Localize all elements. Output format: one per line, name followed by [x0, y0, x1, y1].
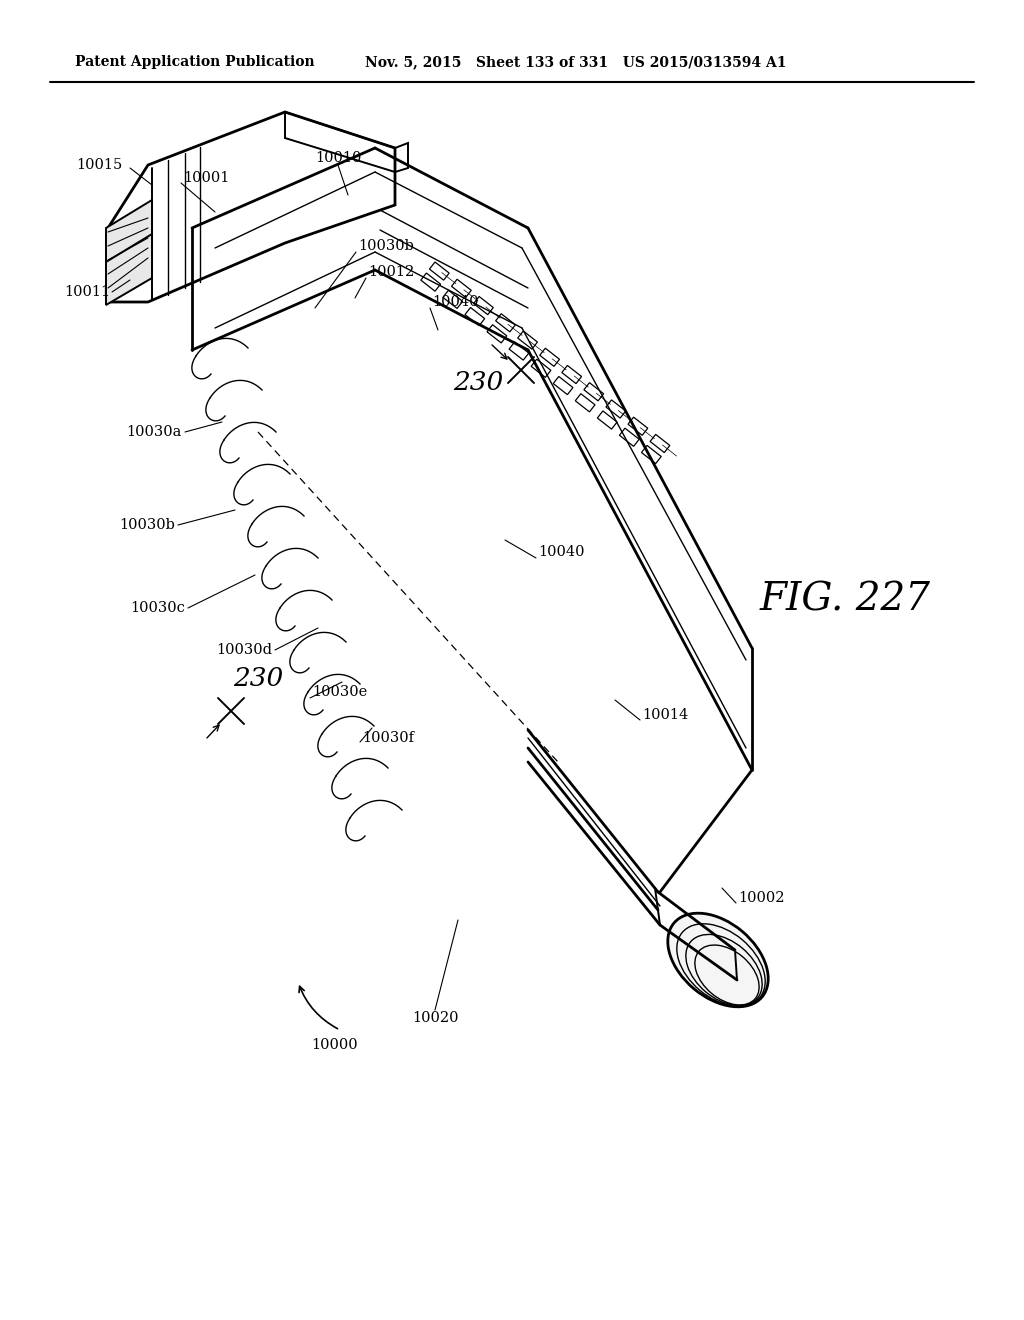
Polygon shape [106, 234, 152, 305]
Text: Nov. 5, 2015   Sheet 133 of 331   US 2015/0313594 A1: Nov. 5, 2015 Sheet 133 of 331 US 2015/03… [365, 55, 786, 69]
Text: 10001: 10001 [183, 172, 229, 185]
Text: 10000: 10000 [311, 1038, 358, 1052]
Text: 230: 230 [453, 370, 503, 395]
Text: FIG. 227: FIG. 227 [760, 582, 931, 619]
Text: 10010: 10010 [314, 150, 361, 165]
Text: 10014: 10014 [642, 708, 688, 722]
Text: 10030d: 10030d [216, 643, 272, 657]
Text: 10030b: 10030b [119, 517, 175, 532]
Text: 10030e: 10030e [312, 685, 368, 700]
Ellipse shape [668, 913, 768, 1007]
Text: 10002: 10002 [738, 891, 784, 906]
Text: 10030b: 10030b [358, 239, 414, 253]
Text: 10030c: 10030c [130, 601, 185, 615]
Polygon shape [106, 201, 152, 268]
Text: 10040: 10040 [538, 545, 585, 558]
Text: Patent Application Publication: Patent Application Publication [75, 55, 314, 69]
Text: 10040: 10040 [432, 294, 478, 309]
Text: 10012: 10012 [368, 265, 415, 279]
Text: 230: 230 [232, 665, 283, 690]
Text: 10020: 10020 [412, 1011, 459, 1026]
Text: 10011: 10011 [63, 285, 110, 300]
Text: 10015: 10015 [76, 158, 122, 172]
Text: 10030a: 10030a [127, 425, 182, 440]
Text: 10030f: 10030f [362, 731, 414, 744]
